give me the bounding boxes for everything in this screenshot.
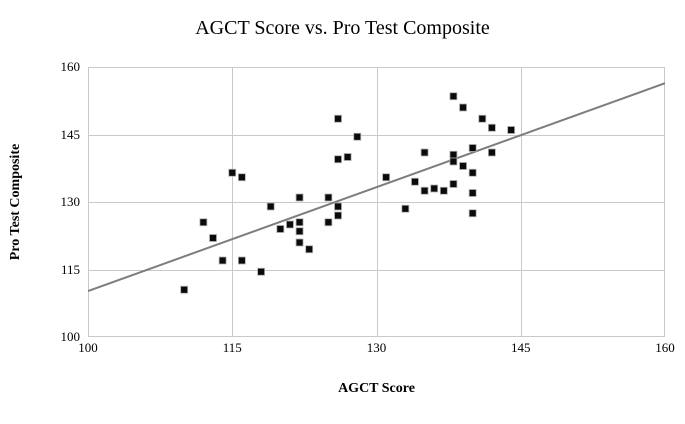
scatter-point (449, 157, 458, 166)
scatter-point (343, 153, 352, 161)
scatter-point (209, 234, 217, 242)
y-tick-label: 160 (60, 59, 81, 74)
scatter-point (507, 126, 516, 134)
scatter-point (295, 238, 304, 247)
scatter-point (468, 209, 477, 218)
scatter-point (449, 180, 458, 188)
scatter-point (286, 220, 294, 229)
scatter-point (487, 148, 496, 157)
scatter-point (468, 189, 477, 197)
x-tick-label: 115 (222, 340, 242, 355)
y-tick-label: 130 (60, 194, 81, 209)
scatter-point (334, 202, 342, 211)
x-tick-label: 160 (655, 340, 675, 355)
scatter-point (276, 225, 285, 233)
scatter-point (180, 285, 189, 294)
x-axis-title: AGCT Score (338, 381, 415, 396)
scatter-point (237, 256, 246, 265)
y-tick-label: 115 (60, 261, 80, 277)
scatter-point (334, 155, 342, 164)
scatter-point (334, 114, 342, 123)
x-tick-label: 100 (78, 340, 98, 355)
scatter-point (420, 186, 429, 195)
scatter-point (266, 202, 275, 211)
scatter-point (324, 193, 333, 202)
y-tick-label: 145 (60, 126, 81, 142)
scatter-point (411, 177, 419, 186)
x-tick-label: 145 (511, 340, 531, 355)
scatter-point (305, 245, 314, 254)
scatter-point (439, 186, 448, 195)
scatter-point (295, 193, 304, 202)
scatter-point (468, 168, 477, 177)
plot-area (88, 67, 665, 337)
scatter-point (199, 218, 208, 227)
y-axis-title: Pro Test Composite (8, 143, 23, 261)
scatter-point (334, 211, 342, 220)
scatter-point (257, 267, 266, 276)
scatter-point (459, 103, 467, 112)
trend-line (88, 82, 665, 293)
scatter-point (401, 204, 410, 213)
scatter-point (353, 132, 362, 141)
scatter-point (478, 114, 487, 123)
scatter-point (382, 173, 391, 182)
scatter-point (449, 92, 458, 101)
scatter-point (295, 227, 304, 236)
scatter-point (324, 218, 333, 227)
scatter-point (468, 144, 477, 152)
scatter-point (420, 148, 429, 157)
scatter-point (449, 150, 458, 159)
chart-title: AGCT Score vs. Pro Test Composite (195, 17, 490, 39)
x-tick-label: 130 (366, 340, 387, 355)
scatter-plot-canvas (88, 67, 665, 337)
scatter-point (228, 168, 237, 177)
scatter-point (430, 184, 439, 193)
scatter-point (459, 162, 467, 170)
scatter-point (237, 173, 246, 182)
scatter-point (487, 123, 496, 132)
scatter-point (218, 256, 227, 265)
scatter-point (295, 218, 304, 227)
y-tick-label: 100 (60, 329, 81, 344)
